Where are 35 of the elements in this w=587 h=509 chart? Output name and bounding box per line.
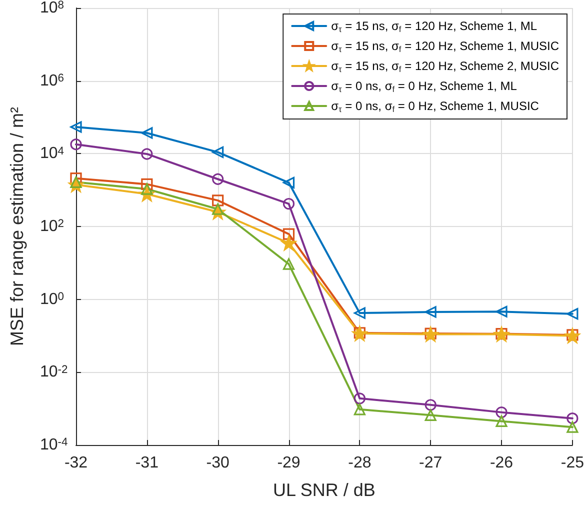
point — [212, 146, 224, 158]
x-tick-label: -26 — [490, 454, 514, 472]
y-axis-title: MSE for range estimation / m² — [7, 106, 27, 346]
point — [282, 176, 295, 188]
point — [496, 415, 508, 428]
x-tick-label: -28 — [348, 454, 372, 472]
x-tick-label: -30 — [206, 454, 230, 472]
point — [354, 307, 366, 319]
x-tick-label: -32 — [64, 454, 88, 472]
point — [424, 306, 436, 318]
point — [282, 258, 295, 270]
point — [424, 399, 436, 411]
point — [70, 138, 82, 150]
point — [70, 121, 82, 133]
point — [424, 409, 436, 421]
point — [496, 306, 508, 318]
point — [141, 127, 153, 139]
point — [566, 308, 578, 320]
point — [282, 228, 295, 240]
point — [282, 198, 295, 210]
point — [281, 236, 296, 250]
x-tick-label: -29 — [277, 454, 300, 472]
point — [354, 392, 366, 404]
point — [566, 412, 578, 424]
x-tick-label: -25 — [560, 454, 584, 472]
point — [496, 406, 508, 418]
point — [212, 173, 224, 185]
point — [212, 194, 224, 206]
x-tick-label: -31 — [135, 454, 159, 472]
point — [566, 421, 578, 433]
point — [141, 148, 153, 160]
x-tick-label: -27 — [419, 454, 442, 472]
point — [354, 404, 366, 416]
x-axis-title: UL SNR / dB — [273, 480, 376, 500]
point — [141, 178, 153, 190]
